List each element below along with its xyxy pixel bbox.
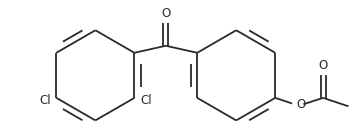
Text: O: O — [296, 98, 306, 111]
Text: O: O — [318, 59, 328, 72]
Text: Cl: Cl — [39, 94, 51, 107]
Text: O: O — [161, 7, 170, 20]
Text: Cl: Cl — [140, 94, 152, 107]
